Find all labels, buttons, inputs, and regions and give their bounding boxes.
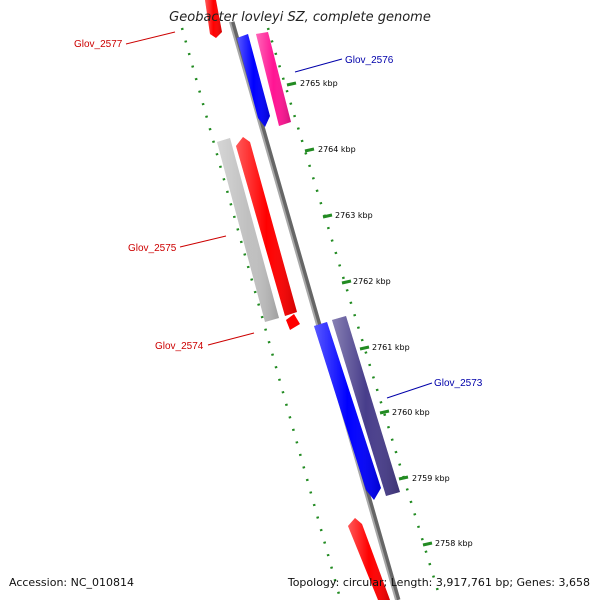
tick-label-2762: 2762 kbp	[353, 277, 391, 286]
tick-label-2763: 2763 kbp	[335, 211, 373, 220]
tick-label-2765: 2765 kbp	[300, 79, 338, 88]
tick-label-2758: 2758 kbp	[435, 539, 473, 548]
coordinate-ticks	[286, 81, 433, 547]
gene-feature-glov-2575[interactable]	[217, 138, 279, 322]
gene-feature-bottom[interactable]	[348, 518, 390, 600]
gene-feature-glov-2577[interactable]	[205, 0, 222, 38]
tick-label-2760: 2760 kbp	[392, 408, 430, 417]
gene-label-glov-2574[interactable]: Glov_2574	[155, 341, 204, 352]
gene-label-glov-2573[interactable]: Glov_2573	[434, 378, 483, 389]
callout-lines	[125, 31, 433, 399]
genome-summary-text: Topology: circular; Length: 3,917,761 bp…	[287, 576, 590, 589]
gene-label-glov-2576[interactable]: Glov_2576	[345, 55, 394, 66]
gene-feature-glov-2573-blue[interactable]	[314, 322, 381, 500]
gene-feature-glov-2574[interactable]	[236, 137, 300, 330]
genome-backbone	[229, 21, 401, 600]
gene-feature-glov-2576-blue[interactable]	[237, 34, 270, 127]
gene-feature-glov-2573[interactable]	[332, 316, 400, 496]
gene-feature-glov-2576[interactable]	[256, 32, 291, 126]
tick-label-2764: 2764 kbp	[318, 145, 356, 154]
tick-label-2761: 2761 kbp	[372, 343, 410, 352]
tick-label-2759: 2759 kbp	[412, 474, 450, 483]
accession-text: Accession: NC_010814	[9, 576, 134, 589]
gene-label-glov-2577[interactable]: Glov_2577	[74, 39, 123, 50]
map-title: Geobacter lovleyi SZ, complete genome	[169, 10, 431, 25]
gene-label-glov-2575[interactable]: Glov_2575	[128, 243, 177, 254]
